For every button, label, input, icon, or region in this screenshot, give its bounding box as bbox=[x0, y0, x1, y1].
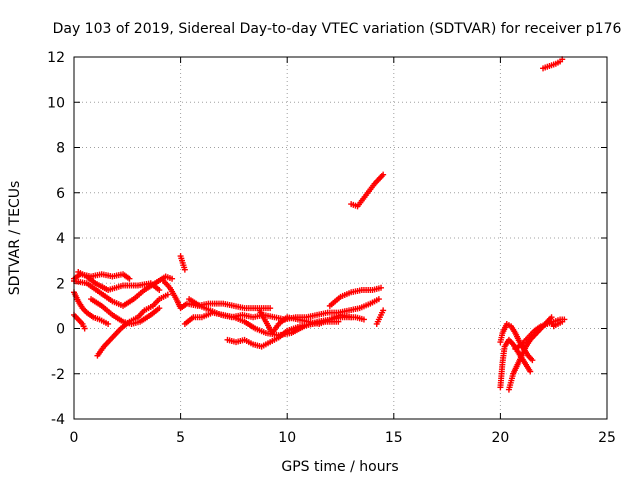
x-tick-label: 15 bbox=[385, 430, 403, 446]
x-axis-label: GPS time / hours bbox=[281, 459, 398, 475]
data-point bbox=[375, 296, 382, 303]
y-tick-label: 4 bbox=[56, 231, 65, 247]
x-tick-label: 10 bbox=[278, 430, 296, 446]
x-tick-label: 5 bbox=[176, 430, 185, 446]
data-point bbox=[181, 266, 188, 273]
y-tick-label: 6 bbox=[56, 186, 65, 202]
data-point bbox=[267, 305, 274, 312]
data-point bbox=[380, 171, 387, 178]
data-point bbox=[105, 320, 112, 327]
chart-title: Day 103 of 2019, Sidereal Day-to-day VTE… bbox=[53, 21, 622, 37]
data-point bbox=[164, 291, 171, 298]
y-tick-label: 8 bbox=[56, 141, 65, 157]
y-tick-label: -2 bbox=[51, 367, 65, 383]
data-point bbox=[169, 275, 176, 282]
y-tick-label: 10 bbox=[47, 95, 65, 111]
tick-labels: 0 5 10 15 20 25 -4 -2 0 2 4 6 8 10 12 bbox=[47, 50, 616, 446]
data-point bbox=[348, 314, 355, 321]
data-point bbox=[360, 316, 367, 323]
x-tick-label: 20 bbox=[491, 430, 509, 446]
data-point bbox=[559, 318, 566, 325]
data-point bbox=[81, 325, 88, 332]
data-point bbox=[380, 307, 387, 314]
data-point bbox=[335, 318, 342, 325]
y-tick-label: -4 bbox=[51, 412, 65, 428]
x-tick-label: 25 bbox=[598, 430, 616, 446]
data-point bbox=[156, 305, 163, 312]
y-tick-label: 0 bbox=[56, 322, 65, 338]
data-point bbox=[527, 368, 534, 375]
plot-frame bbox=[73, 56, 608, 420]
x-tick-label: 0 bbox=[70, 430, 79, 446]
y-axis-label: SDTVAR / TECUs bbox=[7, 181, 23, 296]
data-points bbox=[71, 56, 568, 393]
y-tick-label: 2 bbox=[56, 276, 65, 292]
y-tick-label: 12 bbox=[47, 50, 65, 66]
data-point bbox=[126, 275, 133, 282]
data-point bbox=[378, 284, 385, 291]
data-point bbox=[529, 357, 536, 364]
data-point bbox=[156, 287, 163, 294]
